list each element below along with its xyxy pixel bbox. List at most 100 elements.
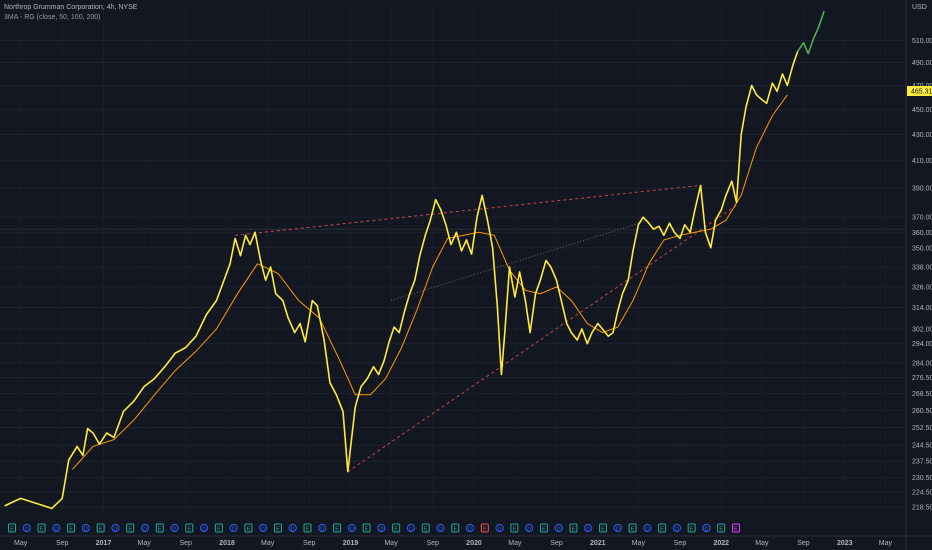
earnings-marker[interactable]: E <box>569 523 578 533</box>
marker-letter: E <box>601 527 605 533</box>
earnings-marker[interactable]: E <box>155 523 164 533</box>
earnings-marker[interactable]: E <box>480 523 489 533</box>
price-tick-label: 230.50 <box>912 475 932 482</box>
earnings-marker[interactable]: E <box>67 523 76 533</box>
dividend-marker[interactable]: D <box>554 523 563 533</box>
dividend-marker[interactable]: D <box>613 523 622 533</box>
dividend-marker[interactable]: D <box>81 523 90 533</box>
marker-letter: E <box>424 527 428 533</box>
earnings-marker[interactable]: E <box>126 523 135 533</box>
earnings-marker[interactable]: E <box>185 523 194 533</box>
trendline-dashed <box>235 184 701 236</box>
price-tick-label: 260.50 <box>912 408 932 415</box>
earnings-marker[interactable]: E <box>421 523 430 533</box>
earnings-marker[interactable]: E <box>539 523 548 533</box>
price-tick-label: 284.00 <box>912 360 932 367</box>
dividend-marker[interactable]: D <box>436 523 445 533</box>
earnings-marker[interactable]: E <box>333 523 342 533</box>
marker-letter: E <box>453 527 457 533</box>
earnings-marker[interactable]: E <box>732 523 740 533</box>
time-tick-label: Sep <box>303 540 316 547</box>
marker-letter: D <box>261 527 265 533</box>
dividend-marker[interactable]: D <box>406 523 416 533</box>
price-tick-label: 410.00 <box>912 158 932 165</box>
time-tick-label: 2019 <box>343 540 359 547</box>
dividend-marker[interactable]: D <box>170 523 179 533</box>
marker-letter: D <box>586 527 590 533</box>
time-tick-label: Sep <box>550 540 563 547</box>
earnings-marker[interactable]: E <box>362 523 371 533</box>
dividend-marker[interactable]: D <box>111 523 120 533</box>
earnings-marker[interactable]: E <box>96 523 105 533</box>
dividend-marker[interactable]: D <box>140 523 150 533</box>
dividend-marker[interactable]: D <box>465 523 475 533</box>
earnings-marker[interactable]: E <box>658 523 667 533</box>
marker-letter: E <box>631 527 635 533</box>
series-layer <box>4 10 825 510</box>
price-tick-label: 314.00 <box>912 305 932 312</box>
dividend-marker[interactable]: D <box>318 523 327 533</box>
dividend-marker[interactable]: D <box>643 523 652 533</box>
earnings-marker[interactable]: E <box>273 523 282 533</box>
dividend-marker[interactable]: D <box>22 523 31 533</box>
price-line-recent <box>797 10 825 55</box>
indicator-label[interactable]: 3MA - RG (close, 50, 100, 200) <box>4 14 101 21</box>
marker-letter: D <box>468 527 472 533</box>
dividend-marker[interactable]: D <box>495 523 504 533</box>
marker-letter: D <box>202 527 206 533</box>
marker-letter: E <box>10 527 14 533</box>
time-tick-label: Sep <box>426 540 439 547</box>
chart-grid <box>0 4 906 516</box>
earnings-marker[interactable]: E <box>8 523 16 533</box>
marker-letter: E <box>483 527 487 533</box>
earnings-marker[interactable]: E <box>628 523 637 533</box>
marker-letter: D <box>143 527 147 533</box>
earnings-marker[interactable]: E <box>244 523 253 533</box>
dividend-marker[interactable]: D <box>347 523 356 533</box>
earnings-marker[interactable]: E <box>599 523 608 533</box>
time-tick-label: Sep <box>56 540 69 547</box>
earnings-marker[interactable]: E <box>510 523 519 533</box>
dividend-marker[interactable]: D <box>259 523 268 533</box>
earnings-marker[interactable]: E <box>451 523 460 533</box>
time-tick-label: May <box>384 540 398 547</box>
marker-letter: D <box>616 527 620 533</box>
marker-letter: D <box>54 527 58 533</box>
price-line <box>4 51 799 510</box>
dividend-marker[interactable]: D <box>288 523 297 533</box>
time-axis[interactable]: May Sep 2017 May Sep 2018 May Sep 2019 May Sep 2020… <box>0 535 932 547</box>
marker-letter: E <box>394 527 398 533</box>
earnings-marker[interactable]: E <box>392 523 401 533</box>
marker-letter: D <box>173 527 177 533</box>
price-tick-label: 276.50 <box>912 375 932 382</box>
dividend-marker[interactable]: D <box>525 523 534 533</box>
dividend-marker[interactable]: D <box>672 523 681 533</box>
marker-letter: D <box>84 527 88 533</box>
time-tick-label: Sep <box>797 540 810 547</box>
earnings-marker[interactable]: E <box>37 523 46 533</box>
time-tick-label: Sep <box>179 540 192 547</box>
price-tick-label: 510.00 <box>912 38 932 45</box>
marker-letter: D <box>409 527 413 533</box>
earnings-marker[interactable]: E <box>303 523 312 533</box>
marker-letter: D <box>350 527 354 533</box>
dividend-marker[interactable]: D <box>229 523 238 533</box>
marker-letter: D <box>25 527 29 533</box>
marker-letter: D <box>704 527 708 533</box>
price-axis[interactable]: 510.00490.00470.00450.00430.00410.00390.… <box>905 0 932 550</box>
earnings-marker[interactable]: E <box>214 523 223 533</box>
dividend-marker[interactable]: D <box>199 523 209 533</box>
marker-letter: E <box>572 527 576 533</box>
time-tick-label: 2020 <box>466 540 482 547</box>
time-tick-label: 2023 <box>837 540 853 547</box>
dividend-marker[interactable]: D <box>52 523 61 533</box>
dividend-marker[interactable]: D <box>377 523 386 533</box>
dividend-marker[interactable]: D <box>584 523 593 533</box>
earnings-marker[interactable]: E <box>687 523 696 533</box>
dividend-marker[interactable]: D <box>702 523 711 533</box>
moving-average-line <box>72 94 788 470</box>
earnings-marker[interactable]: E <box>717 523 726 533</box>
marker-letter: E <box>542 527 546 533</box>
price-tick-label: 390.00 <box>912 186 932 193</box>
